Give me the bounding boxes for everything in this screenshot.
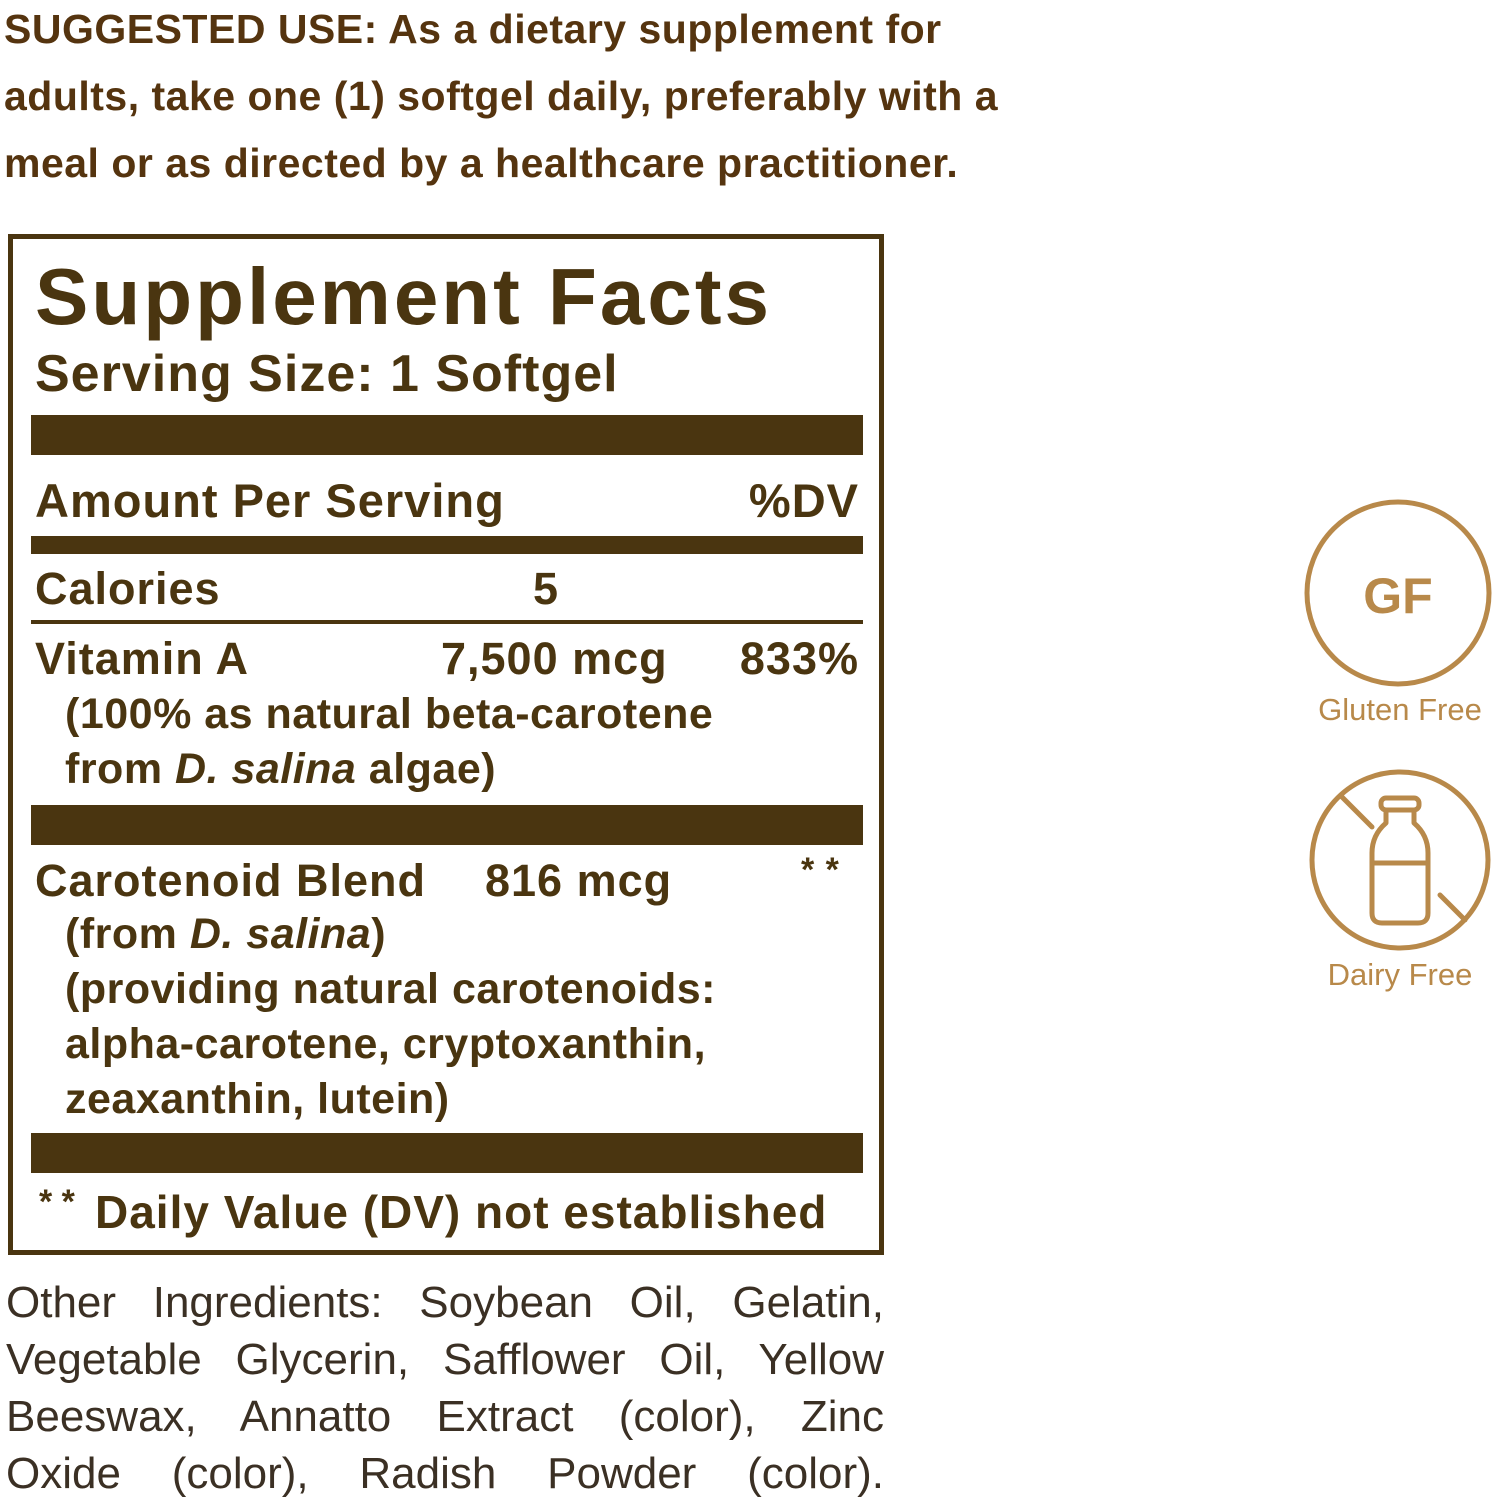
ingredients-line: Oxide (color), Radish Powder (color). xyxy=(6,1449,884,1498)
carotenoid-note: alpha-carotene, cryptoxanthin, xyxy=(65,1020,707,1068)
species-name: D. salina xyxy=(189,910,372,958)
carotenoid-label: Carotenoid Blend xyxy=(35,855,427,906)
slash-line xyxy=(1339,794,1375,830)
slash-line xyxy=(1437,892,1468,923)
divider-bar xyxy=(31,805,863,845)
bottle-cap xyxy=(1378,795,1422,813)
dairy-free-icon xyxy=(1309,769,1491,951)
suggested-use: SUGGESTED USE: As a dietary supplement f… xyxy=(4,0,1124,197)
footnote: Daily Value (DV) not established xyxy=(95,1186,828,1238)
text: (from xyxy=(65,910,190,958)
divider-bar xyxy=(31,415,863,455)
gluten-free-label: Gluten Free xyxy=(1318,692,1482,727)
text: from xyxy=(65,745,175,793)
text: algae) xyxy=(356,745,497,793)
carotenoid-amount: 816 mcg xyxy=(485,855,673,906)
ingredients-line: Beeswax, Annatto Extract (color), Zinc xyxy=(6,1392,884,1441)
suggested-use-line: adults, take one (1) softgel daily, pref… xyxy=(4,73,999,119)
suggested-use-line: SUGGESTED USE: As a dietary supplement f… xyxy=(4,6,942,52)
ingredients-line: Other Ingredients: Soybean Oil, Gelatin, xyxy=(6,1278,884,1327)
carotenoid-note: zeaxanthin, lutein) xyxy=(65,1075,450,1123)
facts-title: Supplement Facts xyxy=(35,252,773,341)
vitamin-a-label: Vitamin A xyxy=(35,633,250,684)
amount-header: Amount Per Serving xyxy=(35,474,505,527)
gf-mark: GF xyxy=(1363,568,1432,624)
badge-circle xyxy=(1304,499,1492,687)
divider-bar xyxy=(31,1133,863,1173)
gluten-free-icon: GF xyxy=(1304,499,1492,687)
divider-bar xyxy=(31,536,863,554)
serving-size: Serving Size: 1 Softgel xyxy=(35,345,619,403)
vitamin-a-dv: 833% xyxy=(739,633,859,684)
badge-circle xyxy=(1309,769,1491,951)
text: ) xyxy=(371,910,387,958)
footnote-mark: * * xyxy=(39,1183,75,1221)
calories-amount: 5 xyxy=(533,563,560,614)
species-name: D. salina xyxy=(175,745,357,793)
divider-line xyxy=(31,620,863,624)
carotenoid-note: (providing natural carotenoids: xyxy=(65,965,716,1013)
vitamin-a-note: (100% as natural beta-carotene xyxy=(65,690,714,738)
dv-header: %DV xyxy=(748,474,859,527)
dairy-free-label: Dairy Free xyxy=(1327,957,1473,992)
suggested-use-line: meal or as directed by a healthcare prac… xyxy=(4,140,959,186)
bottle-body xyxy=(1369,807,1431,926)
vitamin-a-source: from D. salina algae) xyxy=(65,745,496,794)
other-ingredients: Other Ingredients: Soybean Oil, Gelatin,… xyxy=(6,1274,884,1502)
carotenoid-source: (from D. salina) xyxy=(65,910,386,959)
calories-label: Calories xyxy=(35,563,221,614)
ingredients-line: Vegetable Glycerin, Safflower Oil, Yello… xyxy=(6,1335,884,1384)
carotenoid-dv: * * xyxy=(801,851,840,889)
supplement-facts-panel: Supplement Facts Serving Size: 1 Softgel… xyxy=(8,234,884,1255)
vitamin-a-amount: 7,500 mcg xyxy=(441,633,668,684)
